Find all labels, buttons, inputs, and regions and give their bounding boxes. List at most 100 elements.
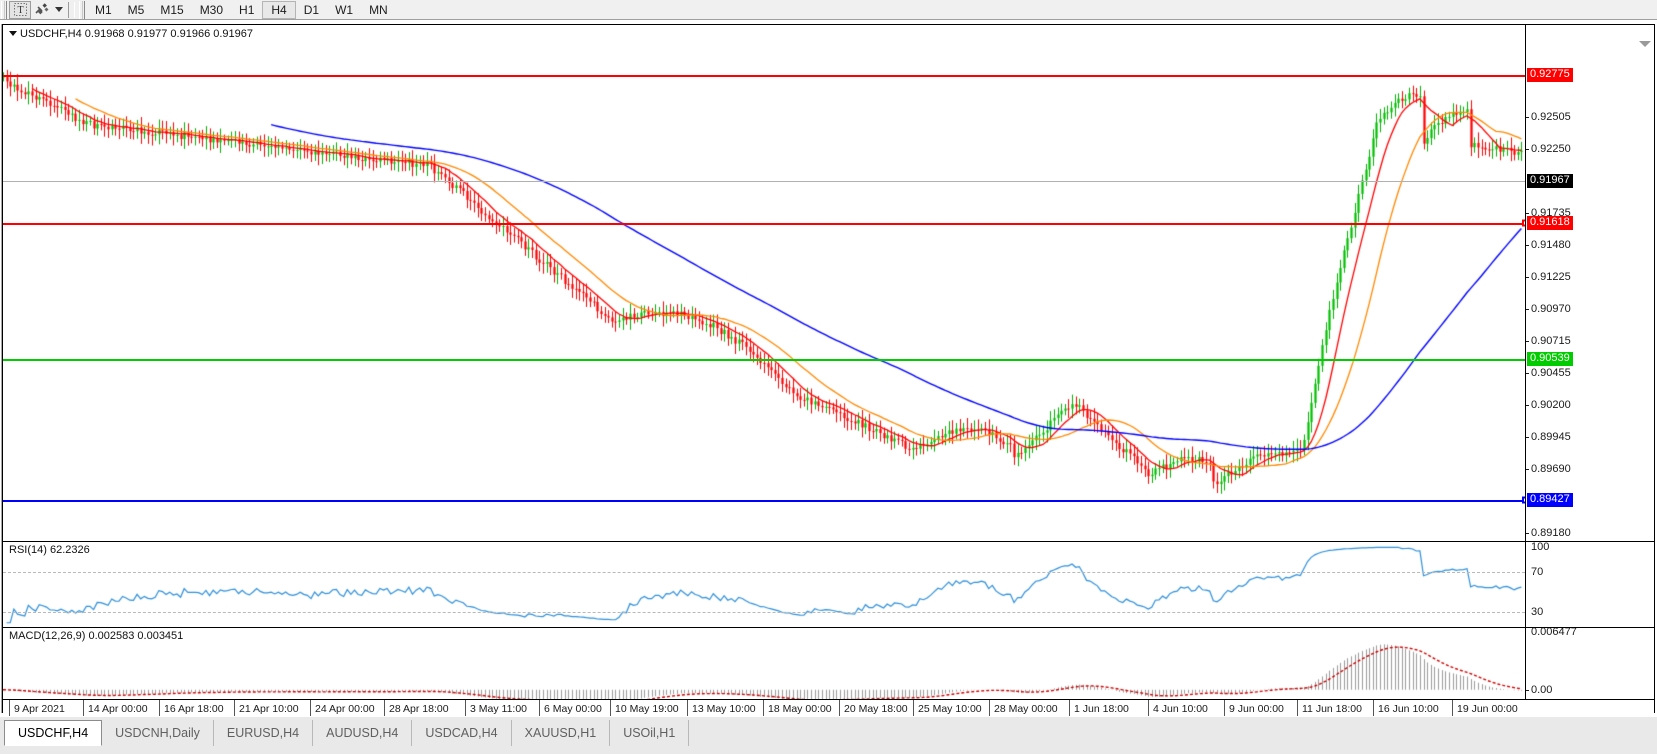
time-axis-separator: [989, 700, 990, 716]
support-line-red[interactable]: [3, 223, 1525, 225]
objects-crosshair-icon[interactable]: [31, 1, 53, 19]
macd-axis-tick: 0.006477: [1531, 628, 1577, 638]
time-axis-label: 24 Apr 00:00: [315, 703, 375, 715]
timeframe-button-mn[interactable]: MN: [369, 2, 388, 17]
time-axis-separator: [465, 700, 466, 716]
chart-tab-bar: USDCHF,H4 USDCNH,Daily EURUSD,H4 AUDUSD,H4 U…: [0, 716, 1657, 754]
resistance-line-price-label[interactable]: 0.92775: [1527, 68, 1573, 82]
time-axis-separator: [913, 700, 914, 716]
time-axis-separator: [1148, 700, 1149, 716]
time-axis-label: 1 Jun 18:00: [1074, 703, 1129, 715]
chart-left-grip[interactable]: [0, 24, 3, 713]
time-axis-label: 28 May 00:00: [994, 703, 1058, 715]
svg-text:T: T: [17, 5, 23, 16]
chart-tab-usdcad-h4[interactable]: USDCAD,H4: [412, 720, 512, 746]
rsi-axis[interactable]: 10070300: [1525, 542, 1654, 627]
price-tick-mark: [1526, 309, 1529, 310]
price-tick-mark: [1526, 213, 1529, 214]
time-axis-label: 3 May 11:00: [470, 703, 528, 715]
macd-plot-area[interactable]: [3, 628, 1525, 699]
rsi-indicator-label[interactable]: RSI(14) 62.2326: [9, 544, 90, 556]
time-axis-separator: [384, 700, 385, 716]
time-axis[interactable]: 9 Apr 2021 14 Apr 00:00 16 Apr 18:00 21 Apr…: [3, 699, 1654, 717]
price-tick-mark: [1526, 469, 1529, 470]
macd-indicator-label[interactable]: MACD(12,26,9) 0.002583 0.003451: [9, 630, 184, 642]
price-axis[interactable]: 0.92505 0.92250 0.91735 0.91480 0.91225 0.909…: [1525, 25, 1654, 541]
support-line-blue[interactable]: [3, 500, 1525, 502]
time-axis-separator: [1297, 700, 1298, 716]
time-axis-label: 20 May 18:00: [844, 703, 908, 715]
toolbar-separator: [68, 1, 75, 18]
time-axis-label: 10 May 19:00: [615, 703, 679, 715]
price-tick-mark: [1526, 117, 1529, 118]
price-tick-mark: [1526, 405, 1529, 406]
chart-tab-audusd-h4[interactable]: AUDUSD,H4: [313, 720, 413, 746]
time-axis-separator: [310, 700, 311, 716]
chart-tab-eurusd-h4[interactable]: EURUSD,H4: [214, 720, 314, 746]
time-axis-separator: [159, 700, 160, 716]
timeframe-drag-grip[interactable]: [79, 0, 85, 19]
chart-tab-usdchf-h4[interactable]: USDCHF,H4: [4, 720, 103, 746]
timeframe-button-m1[interactable]: M1: [95, 2, 112, 17]
time-axis-label: 16 Jun 10:00: [1378, 703, 1439, 715]
time-axis-label: 11 Jun 18:00: [1302, 703, 1362, 715]
time-axis-label: 19 Jun 00:00: [1457, 703, 1518, 715]
time-axis-label: 4 Jun 10:00: [1153, 703, 1208, 715]
chart-window: 0.92505 0.92250 0.91735 0.91480 0.91225 0.909…: [0, 20, 1657, 717]
price-axis-tick: 0.92250: [1531, 143, 1571, 155]
price-axis-tick: 0.90970: [1531, 303, 1571, 315]
rsi-axis-tick: 100: [1531, 542, 1550, 553]
pane-separator-1[interactable]: [3, 541, 1654, 542]
collapse-caret-icon[interactable]: [9, 31, 17, 36]
time-axis-label: 9 Apr 2021: [14, 703, 65, 715]
timeframe-button-h1[interactable]: H1: [239, 2, 255, 17]
time-axis-separator: [687, 700, 688, 716]
macd-axis-tick: 0.00: [1531, 684, 1553, 696]
time-axis-label: 9 Jun 00:00: [1229, 703, 1284, 715]
price-pane[interactable]: 0.92505 0.92250 0.91735 0.91480 0.91225 0.909…: [3, 25, 1654, 541]
price-tick-mark: [1526, 149, 1529, 150]
support-line-blue-price-label[interactable]: 0.89427: [1527, 493, 1573, 507]
support-line-red-handle[interactable]: [1522, 219, 1525, 227]
time-axis-separator: [9, 700, 10, 716]
price-tick-mark: [1526, 245, 1529, 246]
chart-scroll-marker-icon[interactable]: [1639, 41, 1651, 47]
bid-price-line-price-label[interactable]: 0.91967: [1527, 174, 1573, 188]
timeframe-button-m30[interactable]: M30: [199, 2, 224, 17]
timeframe-button-h4[interactable]: H4: [262, 0, 296, 19]
support-line-green-price-label[interactable]: 0.90539: [1527, 352, 1573, 366]
resistance-line[interactable]: [3, 75, 1525, 77]
price-tick-mark: [1526, 437, 1529, 438]
chart-tab-xauusd-h1[interactable]: XAUUSD,H1: [512, 720, 611, 746]
timeframe-button-m5[interactable]: M5: [127, 2, 145, 17]
text-tool-icon[interactable]: T: [9, 0, 31, 19]
price-plot-area[interactable]: [3, 25, 1525, 541]
timeframe-button-m15[interactable]: M15: [160, 2, 184, 17]
timeframe-button-d1[interactable]: D1: [303, 2, 320, 17]
time-axis-label: 14 Apr 00:00: [88, 703, 148, 715]
time-axis-label: 25 May 10:00: [918, 703, 982, 715]
timeframe-button-w1[interactable]: W1: [335, 2, 354, 17]
support-line-red-price-label[interactable]: 0.91618: [1527, 216, 1573, 230]
support-line-green[interactable]: [3, 359, 1525, 361]
bid-price-line[interactable]: [3, 181, 1525, 182]
chart-tabs: USDCHF,H4 USDCNH,Daily EURUSD,H4 AUDUSD,H4 U…: [4, 720, 690, 746]
price-axis-tick: 0.91225: [1531, 271, 1571, 283]
pane-separator-2[interactable]: [3, 627, 1654, 628]
price-axis-tick: 0.90455: [1531, 367, 1571, 379]
rsi-axis-tick: 30: [1531, 606, 1544, 618]
support-line-blue-handle[interactable]: [1522, 496, 1525, 504]
toolbar-dropdown-arrow-icon[interactable]: [53, 1, 65, 19]
rsi-pane[interactable]: 10070300 RSI(14) 62.2326: [3, 542, 1654, 627]
chevron-down-glyph: [55, 6, 63, 12]
time-axis-separator: [1224, 700, 1225, 716]
time-axis-label: 28 Apr 18:00: [389, 703, 449, 715]
toolbar-drag-grip[interactable]: [1, 0, 7, 19]
text-tool-glyph: T: [13, 3, 27, 16]
price-axis-tick: 0.90715: [1531, 335, 1571, 347]
chart-tab-usoil-h1[interactable]: USOil,H1: [610, 720, 690, 746]
chart-tab-usdcnh-daily[interactable]: USDCNH,Daily: [102, 720, 214, 746]
rsi-plot-area[interactable]: [3, 542, 1525, 627]
